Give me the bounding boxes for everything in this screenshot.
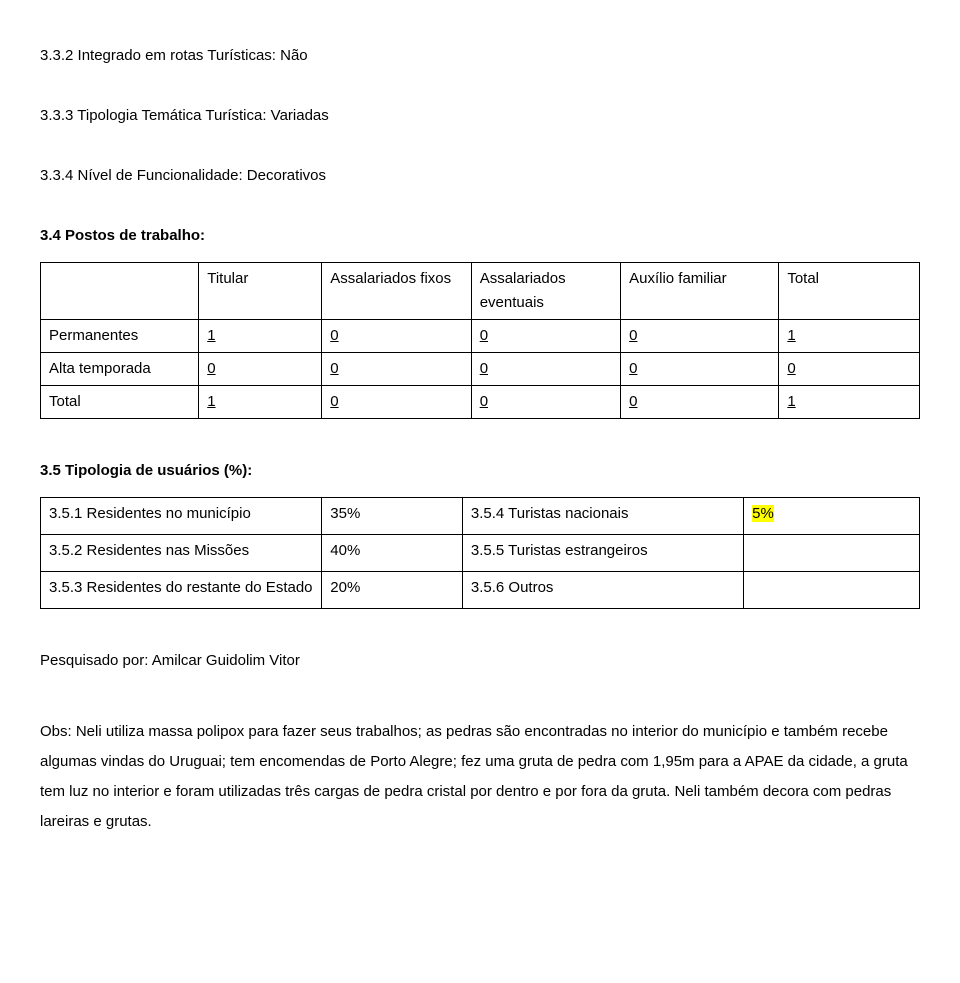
table1-cell: 0 <box>621 353 779 386</box>
table2-cell: 3.5.6 Outros <box>462 572 743 609</box>
table1-header-cell: Total <box>779 263 920 320</box>
table1-cell: 0 <box>322 386 471 419</box>
table-tipologia-usuarios: 3.5.1 Residentes no município35%3.5.4 Tu… <box>40 497 920 609</box>
table1-header-cell: Auxílio familiar <box>621 263 779 320</box>
table1-row-label: Alta temporada <box>41 353 199 386</box>
table1-cell: 0 <box>471 353 620 386</box>
line-332: 3.3.2 Integrado em rotas Turísticas: Não <box>40 44 920 68</box>
table2-cell: 3.5.2 Residentes nas Missões <box>41 535 322 572</box>
table1-cell: 0 <box>621 320 779 353</box>
line-34: 3.4 Postos de trabalho: <box>40 224 920 248</box>
table1-cell: 0 <box>471 320 620 353</box>
table2-cell: 40% <box>322 535 463 572</box>
table1-header-cell: Titular <box>199 263 322 320</box>
table1-row-label: Permanentes <box>41 320 199 353</box>
table2-cell: 3.5.5 Turistas estrangeiros <box>462 535 743 572</box>
line-35: 3.5 Tipologia de usuários (%): <box>40 459 920 483</box>
table1-cell: 1 <box>199 386 322 419</box>
table1-cell: 1 <box>779 320 920 353</box>
table1-cell: 0 <box>322 353 471 386</box>
table1-cell: 1 <box>779 386 920 419</box>
table2-cell <box>744 535 920 572</box>
table1-cell: 0 <box>779 353 920 386</box>
table2-cell: 35% <box>322 498 463 535</box>
table1-header-cell: Assalariados fixos <box>322 263 471 320</box>
obs-paragraph: Obs: Neli utiliza massa polipox para faz… <box>40 717 920 837</box>
table2-cell: 5% <box>744 498 920 535</box>
table1-cell: 0 <box>471 386 620 419</box>
table1-cell: 0 <box>199 353 322 386</box>
line-334: 3.3.4 Nível de Funcionalidade: Decorativ… <box>40 164 920 188</box>
table2-cell: 3.5.1 Residentes no município <box>41 498 322 535</box>
table2-cell: 3.5.3 Residentes do restante do Estado <box>41 572 322 609</box>
table1-cell: 1 <box>199 320 322 353</box>
table1-cell: 0 <box>621 386 779 419</box>
line-333: 3.3.3 Tipologia Temática Turística: Vari… <box>40 104 920 128</box>
table2-cell: 20% <box>322 572 463 609</box>
table1-header-cell <box>41 263 199 320</box>
table2-cell <box>744 572 920 609</box>
table2-cell: 3.5.4 Turistas nacionais <box>462 498 743 535</box>
researcher-line: Pesquisado por: Amilcar Guidolim Vitor <box>40 649 920 673</box>
table1-header-cell: Assalariados eventuais <box>471 263 620 320</box>
table1-row-label: Total <box>41 386 199 419</box>
table-postos-trabalho: TitularAssalariados fixosAssalariados ev… <box>40 262 920 419</box>
table1-cell: 0 <box>322 320 471 353</box>
